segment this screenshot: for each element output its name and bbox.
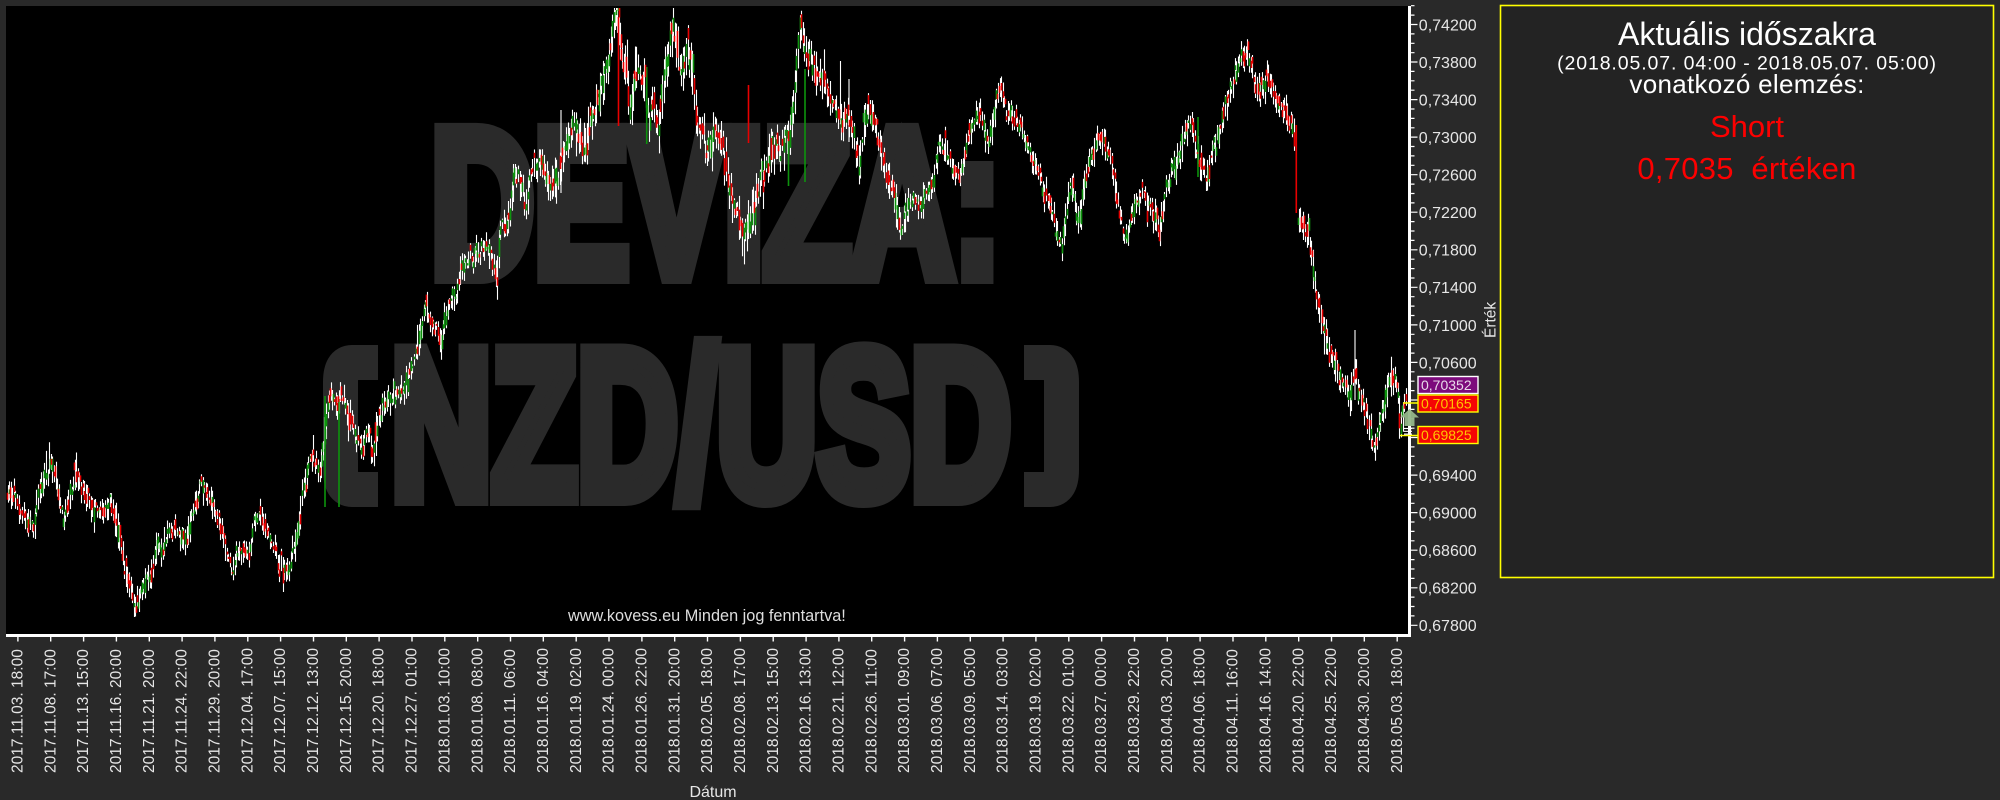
svg-text:0,68600: 0,68600 xyxy=(1419,543,1477,560)
svg-text:2017.12.15. 20:00: 2017.12.15. 20:00 xyxy=(338,648,355,773)
svg-text:www.kovess.eu Minden jog fennt: www.kovess.eu Minden jog fenntartva! xyxy=(567,607,846,625)
svg-text:0,69400: 0,69400 xyxy=(1419,468,1477,485)
svg-text:2018.03.09. 05:00: 2018.03.09. 05:00 xyxy=(962,648,979,773)
svg-text:2018.05.03. 18:00: 2018.05.03. 18:00 xyxy=(1389,648,1406,773)
svg-text:0,71000: 0,71000 xyxy=(1419,318,1477,335)
svg-text:0,73800: 0,73800 xyxy=(1419,55,1477,72)
svg-text:2017.11.24. 22:00: 2017.11.24. 22:00 xyxy=(174,649,191,773)
svg-text:2018.01.24. 00:00: 2018.01.24. 00:00 xyxy=(601,648,618,773)
svg-text:0,73400: 0,73400 xyxy=(1419,93,1477,110)
svg-text:2018.04.25. 22:00: 2018.04.25. 22:00 xyxy=(1323,648,1340,773)
svg-text:2017.12.07. 15:00: 2017.12.07. 15:00 xyxy=(272,648,289,773)
svg-text:0,70352: 0,70352 xyxy=(1421,377,1472,393)
svg-text:0,70600: 0,70600 xyxy=(1419,355,1477,372)
svg-text:2018.02.05. 18:00: 2018.02.05. 18:00 xyxy=(699,648,716,773)
svg-text:2018.03.14. 03:00: 2018.03.14. 03:00 xyxy=(995,648,1012,773)
svg-text:0,67800: 0,67800 xyxy=(1419,618,1477,635)
svg-text:0,73000: 0,73000 xyxy=(1419,130,1477,147)
svg-text:0,7035 értéken: 0,7035 értéken xyxy=(1637,151,1856,186)
svg-text:2018.01.26. 22:00: 2018.01.26. 22:00 xyxy=(634,648,651,773)
svg-text:2018.03.27. 00:00: 2018.03.27. 00:00 xyxy=(1093,648,1110,773)
svg-text:2018.03.19. 02:00: 2018.03.19. 02:00 xyxy=(1028,648,1045,773)
svg-text:2018.01.31. 20:00: 2018.01.31. 20:00 xyxy=(666,648,683,773)
svg-text:2017.12.04. 17:00: 2017.12.04. 17:00 xyxy=(239,648,256,773)
svg-text:0,68200: 0,68200 xyxy=(1419,581,1477,598)
svg-text:2018.04.03. 20:00: 2018.04.03. 20:00 xyxy=(1159,648,1176,773)
svg-text:0,71400: 0,71400 xyxy=(1419,280,1477,297)
svg-text:2018.01.19. 02:00: 2018.01.19. 02:00 xyxy=(568,648,585,773)
svg-text:2018.01.03. 10:00: 2018.01.03. 10:00 xyxy=(436,648,453,773)
svg-text:2018.02.13. 15:00: 2018.02.13. 15:00 xyxy=(765,648,782,773)
svg-text:0,70165: 0,70165 xyxy=(1421,396,1472,412)
svg-text:2018.04.06. 18:00: 2018.04.06. 18:00 xyxy=(1192,648,1209,773)
svg-text:2017.11.16. 20:00: 2017.11.16. 20:00 xyxy=(108,649,125,773)
svg-text:2018.01.16. 04:00: 2018.01.16. 04:00 xyxy=(535,648,552,773)
svg-text:0,72600: 0,72600 xyxy=(1419,168,1477,185)
svg-text:Short: Short xyxy=(1710,109,1784,144)
svg-text:0,72200: 0,72200 xyxy=(1419,205,1477,222)
svg-text:Érték: Érték xyxy=(1483,302,1500,338)
svg-text:2017.11.13. 15:00: 2017.11.13. 15:00 xyxy=(75,649,92,773)
svg-text:2017.11.03. 18:00: 2017.11.03. 18:00 xyxy=(10,649,27,773)
svg-text:2017.12.27. 01:00: 2017.12.27. 01:00 xyxy=(404,648,421,773)
svg-text:2018.03.22. 01:00: 2018.03.22. 01:00 xyxy=(1060,648,1077,773)
svg-text:2018.04.30. 20:00: 2018.04.30. 20:00 xyxy=(1356,648,1373,773)
svg-text:2018.01.11. 06:00: 2018.01.11. 06:00 xyxy=(502,649,519,773)
svg-text:2018.03.01. 09:00: 2018.03.01. 09:00 xyxy=(896,648,913,773)
svg-text:Dátum: Dátum xyxy=(689,784,736,800)
svg-text:2017.12.12. 13:00: 2017.12.12. 13:00 xyxy=(305,648,322,773)
svg-text:2018.02.21. 12:00: 2018.02.21. 12:00 xyxy=(831,648,848,773)
svg-text:2018.04.11. 16:00: 2018.04.11. 16:00 xyxy=(1225,649,1242,773)
svg-text:2018.02.16. 13:00: 2018.02.16. 13:00 xyxy=(798,648,815,773)
svg-text:0,71800: 0,71800 xyxy=(1419,243,1477,260)
svg-text:2018.04.20. 22:00: 2018.04.20. 22:00 xyxy=(1290,648,1307,773)
svg-text:vonatkozó elemzés:: vonatkozó elemzés: xyxy=(1629,69,1864,99)
svg-text:Aktuális időszakra: Aktuális időszakra xyxy=(1618,16,1876,52)
svg-text:2017.12.20. 18:00: 2017.12.20. 18:00 xyxy=(371,648,388,773)
svg-text:2018.03.06. 07:00: 2018.03.06. 07:00 xyxy=(929,648,946,773)
svg-text:2018.03.29. 22:00: 2018.03.29. 22:00 xyxy=(1126,648,1143,773)
svg-text:2018.02.08. 17:00: 2018.02.08. 17:00 xyxy=(732,648,749,773)
svg-text:2017.11.21. 20:00: 2017.11.21. 20:00 xyxy=(141,649,158,773)
svg-text:2018.04.16. 14:00: 2018.04.16. 14:00 xyxy=(1257,648,1274,773)
svg-text:2018.01.08. 08:00: 2018.01.08. 08:00 xyxy=(469,648,486,773)
svg-text:0,74200: 0,74200 xyxy=(1419,17,1477,34)
svg-text:0,69000: 0,69000 xyxy=(1419,506,1477,523)
svg-text:2017.11.29. 20:00: 2017.11.29. 20:00 xyxy=(207,649,224,773)
svg-text:0,69825: 0,69825 xyxy=(1421,427,1472,443)
svg-text:2018.02.26. 11:00: 2018.02.26. 11:00 xyxy=(863,649,880,773)
svg-text:2017.11.08. 17:00: 2017.11.08. 17:00 xyxy=(42,649,59,773)
svg-text:(2018.05.07. 04:00 - 2018.05.0: (2018.05.07. 04:00 - 2018.05.07. 05:00) xyxy=(1557,53,1937,75)
svg-text:NZD/USD: NZD/USD xyxy=(391,307,1011,542)
